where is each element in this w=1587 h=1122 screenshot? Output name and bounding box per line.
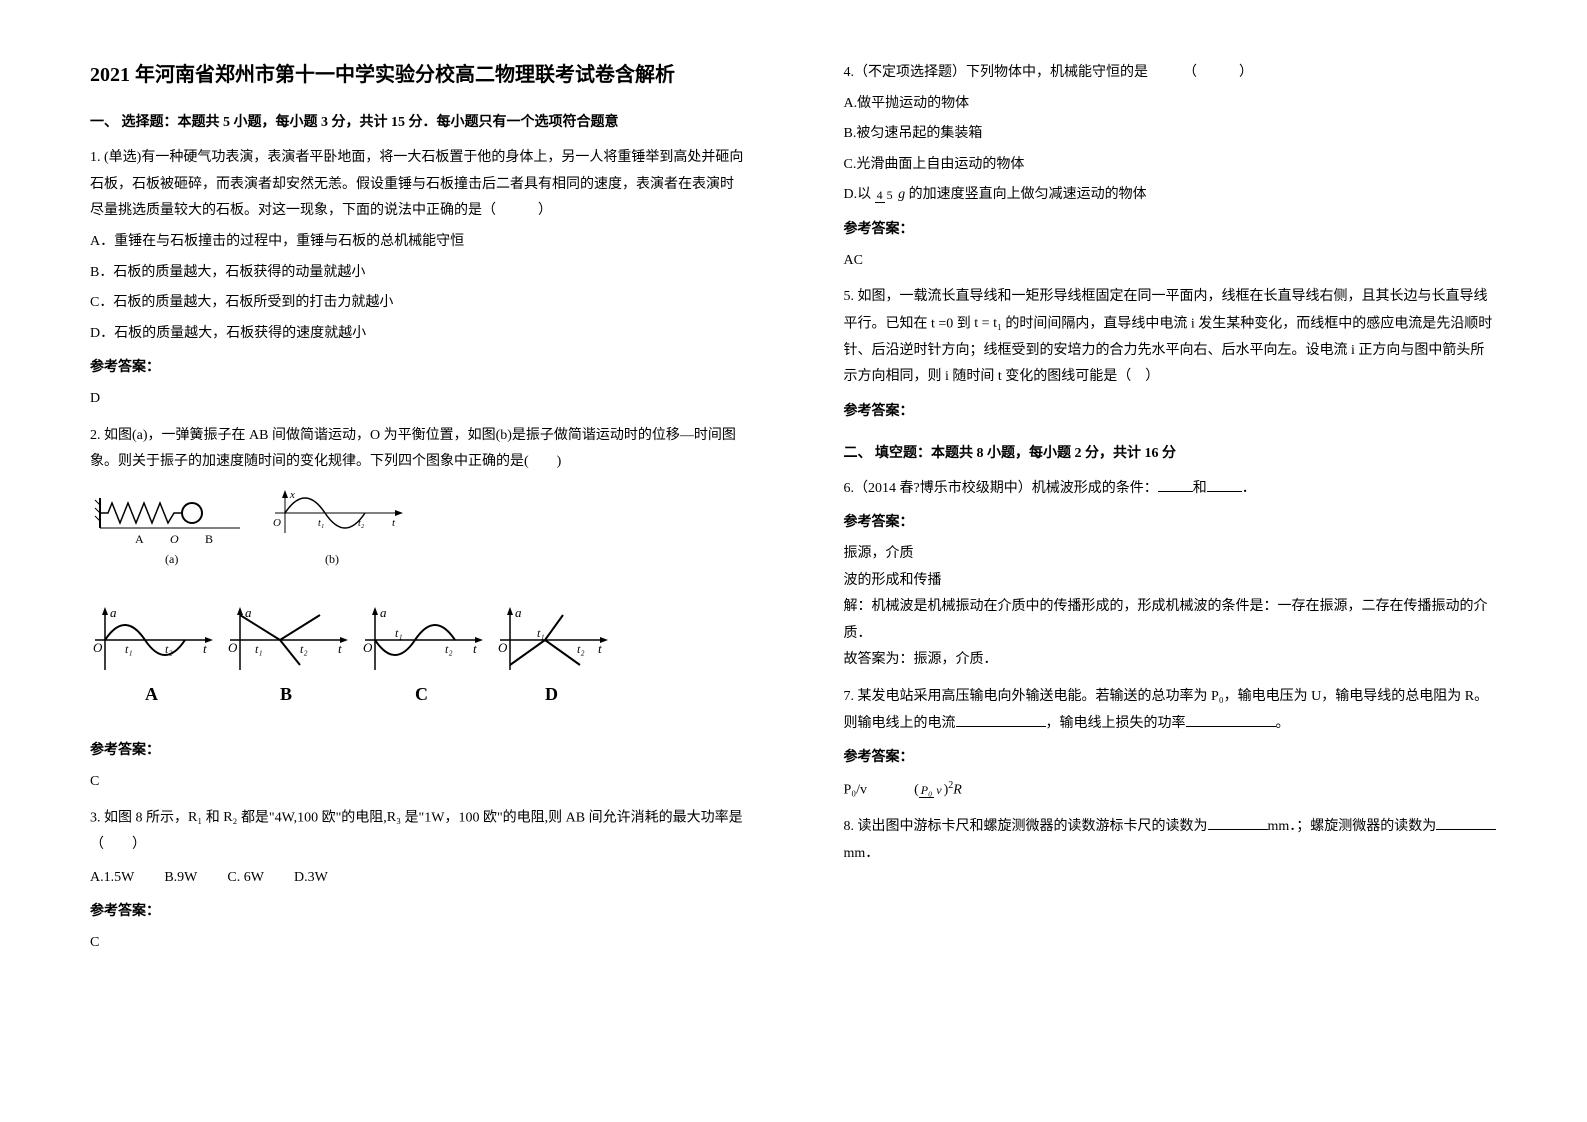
q1-optA: A．重锤在与石板撞击的过程中，重锤与石板的总机械能守恒 — [90, 229, 744, 256]
q3-optA: A.1.5W — [90, 865, 134, 892]
question-8: 8. 读出图中游标卡尺和螺旋测微器的读数游标卡尺的读数为mm．；螺旋测微器的读数… — [844, 814, 1498, 867]
svg-text:t₂: t₂ — [300, 642, 308, 656]
q1-stem: 1. (单选)有一种硬气功表演，表演者平卧地面，将一大石板置于他的身体上，另一人… — [90, 145, 744, 225]
q2-fig-label-b: (b) — [325, 552, 339, 566]
question-3: 3. 如图 8 所示，R₁ 和 R₂ 都是"4W,100 欧"的电阻,R₃ 是"… — [90, 805, 744, 956]
q3-optD: D.3W — [294, 865, 328, 892]
q4-stem: 4.（不定项选择题）下列物体中，机械能守恒的是 （ ） — [844, 60, 1498, 87]
q8-stem: 8. 读出图中游标卡尺和螺旋测微器的读数游标卡尺的读数为mm．；螺旋测微器的读数… — [844, 814, 1498, 867]
left-column: 2021 年河南省郑州市第十一中学实验分校高二物理联考试卷含解析 一、 选择题：… — [0, 0, 794, 1122]
q3-answer-label: 参考答案： — [90, 899, 744, 926]
q4-optA: A.做平抛运动的物体 — [844, 91, 1498, 118]
svg-text:A: A — [145, 684, 158, 704]
q2-fig-label-a: (a) — [165, 552, 178, 566]
svg-text:t₁: t₁ — [125, 642, 133, 656]
svg-text:O: O — [228, 640, 238, 655]
q6-answer: 振源，介质 波的形成和传播 解：机械波是机械振动在介质中的传播形成的，形成机械波… — [844, 541, 1498, 674]
q1-optB: B．石板的质量越大，石板获得的动量就越小 — [90, 260, 744, 287]
q2-fig-B: B — [205, 532, 213, 546]
q4-optB: B.被匀速吊起的集装箱 — [844, 121, 1498, 148]
q2-stem: 2. 如图(a)，一弹簧振子在 AB 间做简谐运动，O 为平衡位置，如图(b)是… — [90, 423, 744, 476]
q7-answer: P₀/v (P₀v)2R — [844, 776, 1498, 804]
q2-answer-label: 参考答案： — [90, 738, 744, 765]
q2-fig-b-t: t — [392, 517, 396, 529]
q2-fig-A: A — [135, 532, 144, 546]
section1-heading: 一、 选择题：本题共 5 小题，每小题 3 分，共计 15 分．每小题只有一个选… — [90, 110, 744, 135]
page-title: 2021 年河南省郑州市第十一中学实验分校高二物理联考试卷含解析 — [90, 60, 744, 90]
svg-text:t: t — [338, 641, 342, 656]
q7-answer-label: 参考答案： — [844, 745, 1498, 772]
q2-fig-b-O: O — [273, 517, 281, 529]
svg-text:t₁: t₁ — [395, 626, 403, 640]
q2-answer: C — [90, 769, 744, 796]
svg-text:O: O — [498, 640, 508, 655]
q5-answer-label: 参考答案： — [844, 399, 1498, 426]
svg-text:D: D — [545, 684, 558, 704]
q2-fig-b-t1: t₁ — [318, 518, 324, 529]
svg-text:a: a — [110, 605, 117, 620]
svg-text:B: B — [280, 684, 292, 704]
question-1: 1. (单选)有一种硬气功表演，表演者平卧地面，将一大石板置于他的身体上，另一人… — [90, 145, 744, 412]
q3-options: A.1.5W B.9W C. 6W D.3W — [90, 865, 744, 892]
svg-text:t: t — [203, 641, 207, 656]
svg-text:t: t — [598, 641, 602, 656]
q7-stem: 7. 某发电站采用高压输电向外输送电能。若输送的总功率为 P₀，输电电压为 U，… — [844, 684, 1498, 737]
question-4: 4.（不定项选择题）下列物体中，机械能守恒的是 （ ） A.做平抛运动的物体 B… — [844, 60, 1498, 274]
q5-stem: 5. 如图，一载流长直导线和一矩形导线框固定在同一平面内，线框在长直导线右侧，且… — [844, 284, 1498, 391]
q1-optD: D．石板的质量越大，石板获得的速度就越小 — [90, 321, 744, 348]
svg-text:C: C — [415, 684, 428, 704]
q4-answer-label: 参考答案： — [844, 217, 1498, 244]
question-5: 5. 如图，一载流长直导线和一矩形导线框固定在同一平面内，线框在长直导线右侧，且… — [844, 284, 1498, 425]
question-7: 7. 某发电站采用高压输电向外输送电能。若输送的总功率为 P₀，输电电压为 U，… — [844, 684, 1498, 804]
q6-answer-label: 参考答案： — [844, 510, 1498, 537]
svg-text:O: O — [93, 640, 103, 655]
question-6: 6.（2014 春?博乐市校级期中）机械波形成的条件：和． 参考答案： 振源，介… — [844, 476, 1498, 674]
q1-answer: D — [90, 386, 744, 413]
question-2: 2. 如图(a)，一弹簧振子在 AB 间做简谐运动，O 为平衡位置，如图(b)是… — [90, 423, 744, 796]
q3-stem: 3. 如图 8 所示，R₁ 和 R₂ 都是"4W,100 欧"的电阻,R₃ 是"… — [90, 805, 744, 859]
svg-text:t₂: t₂ — [577, 642, 585, 656]
q1-answer-label: 参考答案： — [90, 355, 744, 382]
q2-fig-b-t2: t₂ — [358, 518, 365, 529]
svg-text:O: O — [363, 640, 373, 655]
svg-text:t₁: t₁ — [255, 642, 263, 656]
q3-optB: B.9W — [164, 865, 197, 892]
svg-text:t: t — [473, 641, 477, 656]
q2-options-figure: a O t t₁ t₂ A a O t t₁ — [90, 605, 744, 726]
q2-fig-b-x: x — [289, 489, 295, 501]
q4-optC: C.光滑曲面上自由运动的物体 — [844, 152, 1498, 179]
svg-text:a: a — [515, 605, 522, 620]
q2-fig-O: O — [170, 532, 179, 546]
svg-text:t₁: t₁ — [537, 626, 545, 640]
q4-optD: D.以 45 g 的加速度竖直向上做匀减速运动的物体 — [844, 182, 1498, 209]
q6-stem: 6.（2014 春?博乐市校级期中）机械波形成的条件：和． — [844, 476, 1498, 503]
q4-answer: AC — [844, 248, 1498, 275]
q3-optC: C. 6W — [227, 865, 264, 892]
q2-figure-ab: A O B (a) O x t t₁ t₂ (b) — [90, 488, 744, 594]
q3-answer: C — [90, 930, 744, 957]
right-column: 4.（不定项选择题）下列物体中，机械能守恒的是 （ ） A.做平抛运动的物体 B… — [794, 0, 1587, 1122]
q1-optC: C．石板的质量越大，石板所受到的打击力就越小 — [90, 290, 744, 317]
svg-text:t₂: t₂ — [445, 642, 453, 656]
svg-text:t₂: t₂ — [165, 642, 173, 656]
svg-text:a: a — [245, 605, 252, 620]
section2-heading: 二、 填空题：本题共 8 小题，每小题 2 分，共计 16 分 — [844, 441, 1498, 466]
svg-text:a: a — [380, 605, 387, 620]
